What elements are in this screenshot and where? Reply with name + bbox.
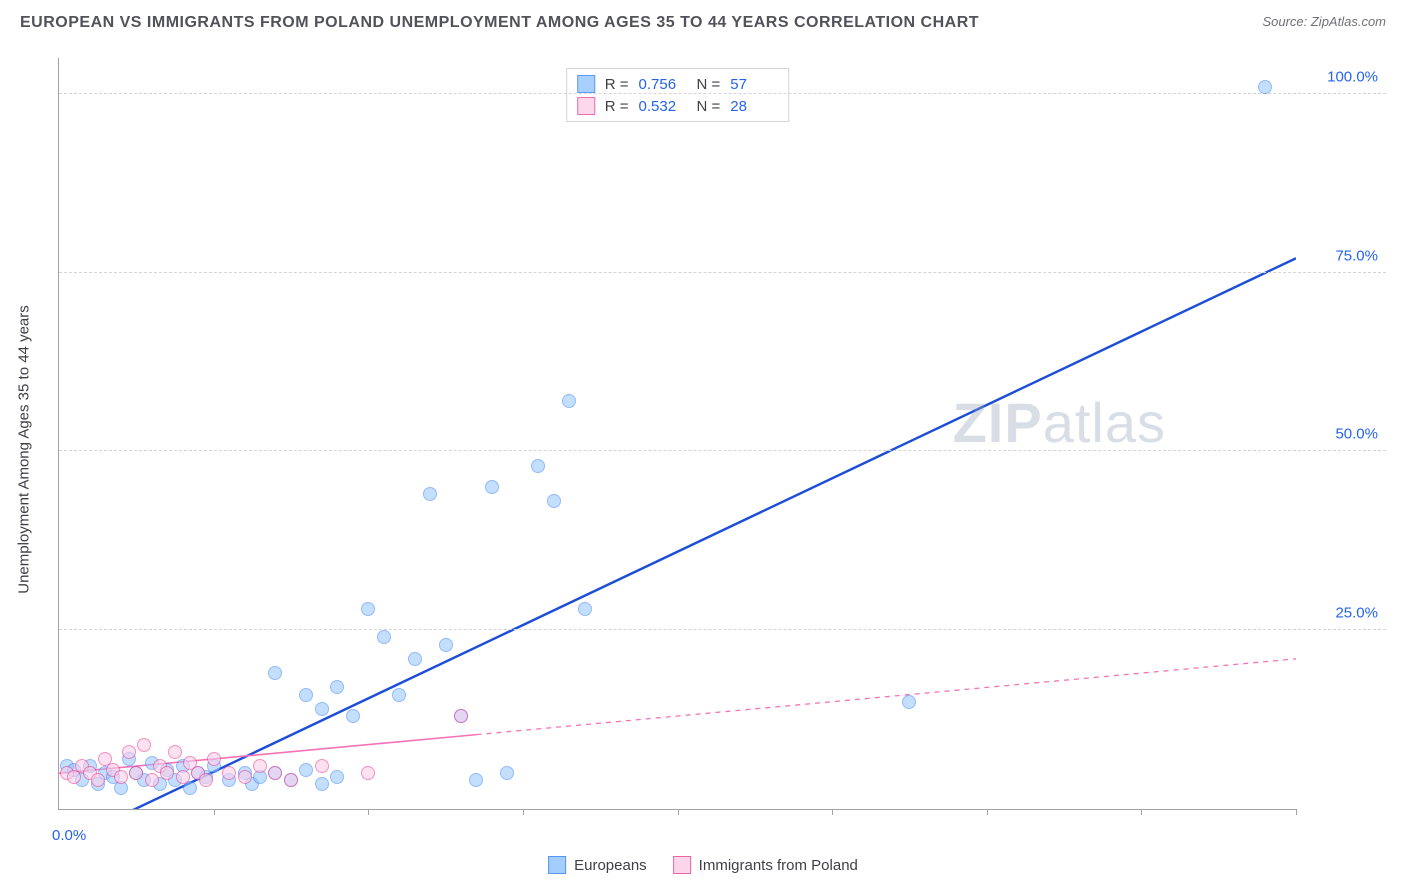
data-point [238, 770, 252, 784]
data-point [207, 752, 221, 766]
data-point [562, 394, 576, 408]
x-axis-min-label: 0.0% [52, 827, 86, 844]
stat-r-label: R = [605, 76, 629, 93]
source-attribution: Source: ZipAtlas.com [1262, 14, 1386, 29]
data-point [315, 777, 329, 791]
data-point [129, 766, 143, 780]
data-point [902, 695, 916, 709]
data-point [330, 770, 344, 784]
data-point [114, 770, 128, 784]
data-point [176, 770, 190, 784]
gridline [59, 629, 1386, 630]
plot-area: R =0.756N =57R =0.532N =28 25.0%50.0%75.… [58, 58, 1296, 810]
gridline [59, 450, 1386, 451]
data-point [315, 759, 329, 773]
x-tick [678, 809, 679, 815]
data-point [531, 459, 545, 473]
x-tick [987, 809, 988, 815]
legend-swatch [548, 856, 566, 874]
data-point [485, 480, 499, 494]
legend-swatch [673, 856, 691, 874]
y-axis-label: Unemployment Among Ages 35 to 44 years [16, 305, 33, 594]
data-point [346, 709, 360, 723]
data-point [91, 773, 105, 787]
stat-n-value: 57 [730, 76, 778, 93]
data-point [408, 652, 422, 666]
gridline [59, 93, 1386, 94]
stat-r-value: 0.756 [639, 76, 687, 93]
data-point [578, 602, 592, 616]
y-tick-label: 100.0% [1327, 68, 1378, 85]
trendline-solid [90, 258, 1296, 809]
stats-legend-box: R = 0.756 N = 57 R = 0.532 N = 28 [566, 68, 790, 122]
data-point [268, 766, 282, 780]
y-tick-label: 50.0% [1335, 426, 1378, 443]
y-tick-label: 25.0% [1335, 605, 1378, 622]
data-point [469, 773, 483, 787]
x-tick [523, 809, 524, 815]
trendline-dashed [476, 659, 1296, 735]
legend-swatch [577, 75, 595, 93]
chart-container: Unemployment Among Ages 35 to 44 years R… [40, 50, 1386, 832]
data-point [454, 709, 468, 723]
stat-n-label: N = [697, 98, 721, 115]
data-point [268, 666, 282, 680]
data-point [199, 773, 213, 787]
legend-label: Immigrants from Poland [699, 857, 858, 874]
chart-title: EUROPEAN VS IMMIGRANTS FROM POLAND UNEMP… [20, 14, 979, 32]
x-tick [1296, 809, 1297, 815]
data-point [330, 680, 344, 694]
data-point [500, 766, 514, 780]
stats-row: R = 0.532 N = 28 [577, 95, 779, 117]
x-tick [832, 809, 833, 815]
data-point [361, 766, 375, 780]
stats-row: R = 0.756 N = 57 [577, 73, 779, 95]
data-point [547, 494, 561, 508]
data-point [299, 688, 313, 702]
x-tick [1141, 809, 1142, 815]
data-point [439, 638, 453, 652]
stat-r-value: 0.532 [639, 98, 687, 115]
trendlines-layer [59, 58, 1296, 809]
legend-item: Immigrants from Poland [673, 856, 858, 874]
data-point [1258, 80, 1272, 94]
legend-swatch [577, 97, 595, 115]
data-point [423, 487, 437, 501]
data-point [361, 602, 375, 616]
x-tick [214, 809, 215, 815]
data-point [315, 702, 329, 716]
y-tick-label: 75.0% [1335, 247, 1378, 264]
data-point [222, 766, 236, 780]
stat-r-label: R = [605, 98, 629, 115]
data-point [145, 773, 159, 787]
x-tick [368, 809, 369, 815]
series-legend: Europeans Immigrants from Poland [548, 856, 858, 874]
stat-n-label: N = [697, 76, 721, 93]
stat-n-value: 28 [730, 98, 778, 115]
data-point [122, 745, 136, 759]
data-point [253, 759, 267, 773]
legend-label: Europeans [574, 857, 647, 874]
gridline [59, 272, 1386, 273]
data-point [160, 766, 174, 780]
data-point [299, 763, 313, 777]
data-point [392, 688, 406, 702]
data-point [137, 738, 151, 752]
data-point [284, 773, 298, 787]
data-point [377, 630, 391, 644]
legend-item: Europeans [548, 856, 647, 874]
data-point [168, 745, 182, 759]
